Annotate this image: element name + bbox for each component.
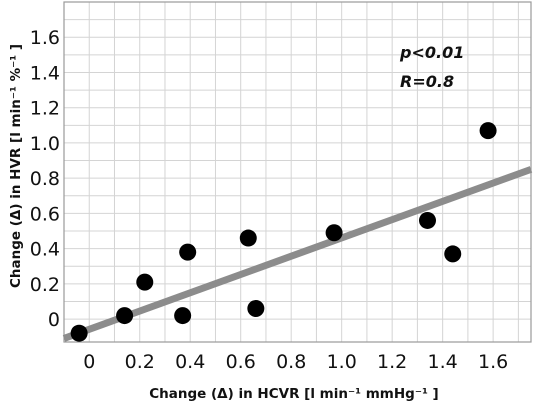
y-tick-label: 1.6 — [30, 27, 60, 49]
y-tick-label: 0 — [48, 309, 60, 331]
x-tick-label: 0.4 — [175, 351, 205, 373]
y-tick-label: 1.4 — [30, 62, 60, 84]
data-point — [136, 273, 154, 291]
data-point — [247, 300, 265, 318]
data-point — [419, 211, 437, 229]
y-tick-label: 0.4 — [30, 239, 60, 261]
x-tick-label: 0.2 — [125, 351, 155, 373]
r-value-annotation: R=0.8 — [400, 72, 454, 91]
y-tick-label: 0.8 — [30, 168, 60, 190]
x-tick-label: 0 — [83, 351, 95, 373]
data-point — [116, 307, 134, 325]
y-axis-ticks: 0 0.2 0.4 0.6 0.8 1.0 1.2 1.4 1.6 — [30, 27, 60, 331]
data-point — [479, 122, 497, 140]
p-value-annotation: p<0.01 — [399, 43, 464, 62]
data-point — [179, 243, 197, 261]
data-point — [174, 307, 192, 325]
y-tick-label: 1.0 — [30, 133, 60, 155]
x-tick-label: 1.6 — [478, 351, 508, 373]
y-tick-label: 1.2 — [30, 98, 60, 120]
x-tick-label: 0.6 — [226, 351, 256, 373]
x-axis-ticks: 0 0.2 0.4 0.6 0.8 1.0 1.2 1.4 1.6 — [83, 351, 508, 373]
data-point — [325, 224, 343, 242]
y-tick-label: 0.2 — [30, 274, 60, 296]
y-axis-label: Change (Δ) in HVR [l min⁻¹ %⁻¹ ] — [8, 44, 24, 288]
x-tick-label: 1.0 — [327, 351, 357, 373]
x-axis-label: Change (Δ) in HCVR [l min⁻¹ mmHg⁻¹ ] — [149, 386, 438, 402]
data-point — [444, 245, 462, 263]
regression-line — [62, 166, 533, 342]
data-point — [70, 324, 88, 342]
data-point — [239, 229, 257, 247]
x-tick-label: 1.4 — [428, 351, 458, 373]
y-tick-label: 0.6 — [30, 203, 60, 225]
x-tick-label: 0.8 — [276, 351, 306, 373]
x-tick-label: 1.2 — [377, 351, 407, 373]
data-points — [70, 122, 497, 342]
